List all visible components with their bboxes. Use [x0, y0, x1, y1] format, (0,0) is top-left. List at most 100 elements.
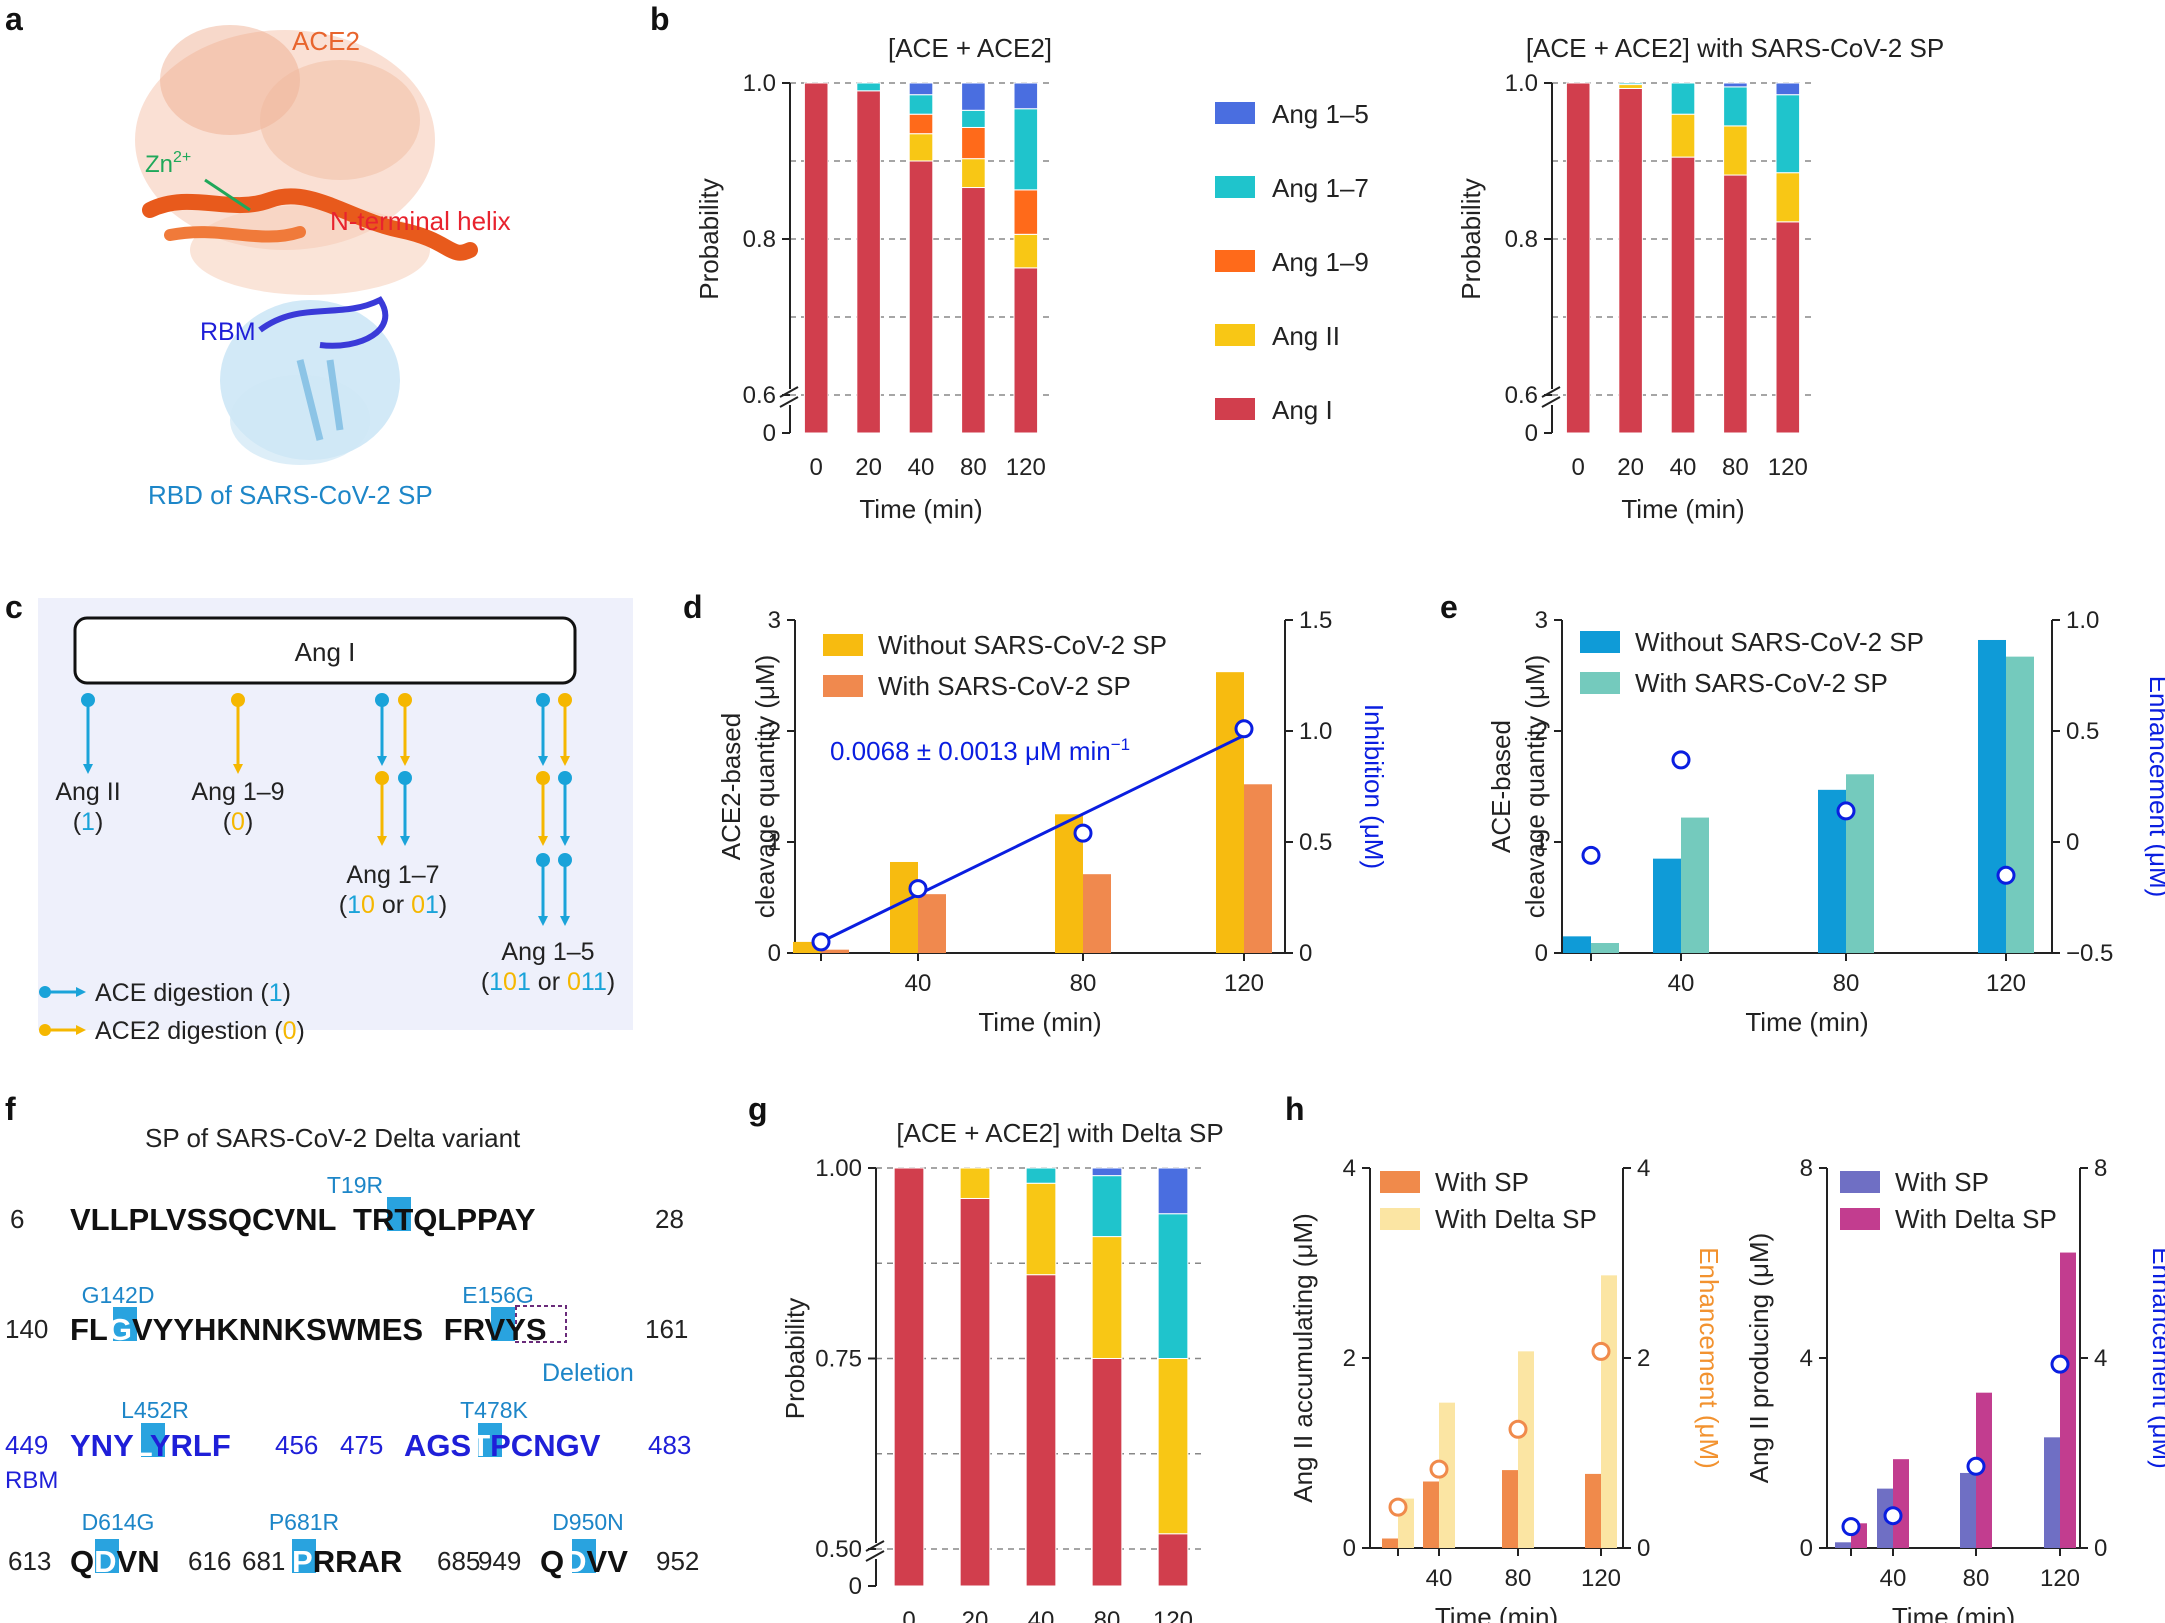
bar-segment	[1013, 82, 1039, 110]
y2-tick-label: 0	[2094, 1535, 2107, 1562]
bar-segment	[1775, 172, 1801, 223]
ace2-surface	[135, 30, 435, 250]
ace2-digestion-label: ACE2 digestion (0)	[95, 1017, 305, 1045]
bar-segment	[1025, 1274, 1057, 1587]
y-tick-label: 0	[768, 940, 781, 967]
bar-segment	[961, 158, 986, 189]
bar-segment	[1025, 1182, 1057, 1276]
ace2-label: ACE2	[292, 26, 360, 56]
bar	[1601, 1275, 1617, 1548]
deletion-box	[515, 1305, 567, 1343]
bar-segment	[1670, 156, 1696, 434]
y-tick-label: 0.8	[1505, 226, 1538, 253]
y-tick-label: 0	[1343, 1535, 1356, 1562]
y2-axis-label: Enhancement (μM)	[2147, 1247, 2165, 1469]
bar-segment	[908, 113, 934, 135]
chart-d-ace2-cleavage: 0 1 2 3 0 0.5 1.0 1.5 Without SARS-CoV-2 SP With …	[716, 607, 1389, 1037]
seq-row3-start2: 475	[340, 1430, 383, 1460]
y-tick-label: 0	[1800, 1535, 1813, 1562]
ang-i-box	[73, 616, 577, 685]
mutation-highlight	[141, 1423, 165, 1457]
bar-segment	[908, 82, 934, 96]
legend-swatch	[1580, 672, 1620, 694]
seq-row4-start1: 613	[8, 1546, 51, 1576]
bar-segment	[1091, 1167, 1123, 1177]
legend-swatch	[1580, 631, 1620, 653]
legend-swatch	[823, 634, 863, 656]
data-point	[908, 879, 928, 899]
y2-tick-label: 0	[2066, 829, 2079, 856]
bar-segment	[961, 126, 986, 160]
legend-label: Without SARS-CoV-2 SP	[878, 630, 1167, 660]
y2-tick-label: 0	[1299, 940, 1312, 967]
seq-row3a: YNYLYRLF	[70, 1428, 231, 1463]
axis-break-mark	[779, 386, 799, 398]
legend-swatch	[1380, 1171, 1420, 1193]
y2-axis-label: Inhibition (μM)	[1359, 704, 1389, 869]
legend-swatch	[1840, 1171, 1880, 1193]
ang-19-product: Ang 1–9	[191, 778, 284, 806]
bar	[1978, 639, 2006, 953]
bar-segment	[1670, 113, 1696, 158]
helix-ribbon	[164, 226, 306, 243]
seq-row3b: AGSTPCNGV	[404, 1428, 601, 1463]
ace-digestion-label: ACE digestion (1)	[95, 979, 291, 1007]
legend-label-ang1: Ang I	[1272, 395, 1333, 425]
y-axis-label: ACE2-based	[716, 713, 746, 860]
bar-segment	[1091, 1236, 1123, 1359]
y-tick-label: 0	[849, 1573, 862, 1600]
bar	[821, 949, 849, 953]
data-point	[1234, 719, 1254, 739]
zn-pointer	[204, 178, 251, 212]
data-point	[1841, 1517, 1861, 1537]
mutation-highlight	[113, 1307, 137, 1341]
bar	[1835, 1542, 1851, 1548]
x-tick-label: 120	[1153, 1607, 1193, 1623]
bar-segment	[1723, 86, 1748, 127]
ace2-domain	[260, 60, 420, 180]
legend-swatch	[823, 675, 863, 697]
seq-row4a: QDVN	[70, 1544, 160, 1579]
seq-row4-end2: 685	[437, 1546, 480, 1576]
y-axis-label: Probability	[1456, 178, 1486, 299]
y-axis-label: ACE-based	[1486, 720, 1516, 853]
seq-row4-start3: 949	[478, 1546, 521, 1576]
x-tick-label: 40	[905, 970, 932, 997]
x-tick-label: 40	[1668, 970, 1695, 997]
mutation-t478k-label: T478K	[460, 1397, 528, 1423]
x-axis-label: Time (min)	[1621, 494, 1744, 524]
slope-annotation: 0.0068 ± 0.0013 μM min−1	[830, 735, 1130, 766]
y2-tick-label: 1.5	[1299, 607, 1332, 634]
y2-axis-label: Enhancement (μM)	[2144, 676, 2165, 898]
y-tick-label: 4	[1800, 1345, 1813, 1372]
mutation-highlight	[387, 1197, 411, 1231]
bar	[1382, 1538, 1398, 1548]
x-tick-label: 20	[962, 1607, 989, 1623]
bar	[2060, 1252, 2076, 1548]
chart-title: [ACE + ACE2] with Delta SP	[896, 1118, 1223, 1148]
bar	[918, 894, 946, 953]
y2-tick-label: 0.5	[1299, 829, 1332, 856]
y-tick-label: 0.6	[743, 382, 776, 409]
bar-segment	[908, 160, 934, 434]
y2-tick-label: 8	[2094, 1155, 2107, 1182]
y-tick-label: 0.8	[743, 226, 776, 253]
bar-segment	[856, 90, 881, 434]
x-axis-label: Time (min)	[1745, 1007, 1868, 1037]
rbm-seq-label: RBM	[5, 1467, 58, 1494]
bar-segment	[1013, 108, 1039, 191]
y2-tick-label: 0	[1637, 1535, 1650, 1562]
ang-15-code: (101 or 011)	[481, 968, 615, 996]
deletion-label: Deletion	[542, 1359, 634, 1387]
bar-segment	[961, 109, 986, 128]
y-tick-label: 0	[1525, 420, 1538, 447]
legend-label: With SP	[1895, 1167, 1989, 1197]
rbm-label: RBM	[200, 318, 256, 346]
bar-segment	[893, 1167, 925, 1587]
mutation-highlight	[292, 1539, 316, 1573]
bar	[1083, 874, 1111, 953]
data-point	[1671, 750, 1691, 770]
rbd-strands	[296, 359, 344, 441]
protein-structure: ACE2 Zn2+ N-terminal helix RBM RBD of SA…	[135, 25, 511, 510]
